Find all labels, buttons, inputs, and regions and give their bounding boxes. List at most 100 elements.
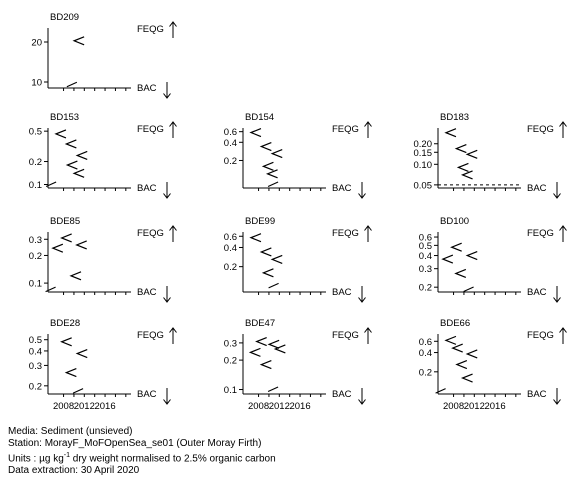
data-point (60, 337, 72, 347)
panel-title: BDE66 (440, 318, 470, 329)
data-point (64, 368, 77, 378)
bac-label: BAC (527, 389, 547, 400)
bac-marker (45, 181, 57, 188)
y-tick-label: 0.6 (224, 127, 237, 138)
y-tick-label: 0.6 (419, 233, 432, 244)
panel-title: BD100 (440, 216, 469, 227)
feqg-label: FEQG (527, 228, 554, 239)
data-point (451, 343, 463, 353)
panel-title: BDE85 (50, 216, 80, 227)
y-tick-label: 0.10 (414, 160, 433, 171)
down-arrow-icon (163, 82, 171, 99)
data-point (75, 150, 88, 161)
panel-title: BDE47 (245, 318, 275, 329)
data-point (273, 344, 286, 354)
up-arrow-icon (364, 225, 372, 242)
feqg-label: FEQG (527, 330, 554, 341)
up-arrow-icon (559, 327, 567, 344)
bac-label: BAC (332, 287, 352, 298)
bac-marker (72, 388, 84, 394)
x-tick-label: 2008 (248, 401, 269, 412)
y-tick-label: 0.6 (419, 337, 432, 348)
units-suffix: dry weight normalised to 2.5% organic ca… (70, 453, 276, 465)
bac-label: BAC (332, 389, 352, 400)
data-point (456, 162, 469, 172)
y-tick-label: 0.2 (419, 367, 432, 378)
bac-marker (463, 286, 474, 293)
down-arrow-icon (553, 286, 561, 303)
x-tick-label: 2016 (289, 401, 310, 412)
data-point (249, 233, 262, 243)
bac-marker (45, 286, 56, 293)
y-tick-label: 0.4 (419, 348, 432, 359)
bac-marker (267, 181, 279, 188)
y-tick-label: 0.4 (29, 346, 42, 357)
chart-panel-bd183: BD183 0.05 0.100.150.20 FEQG BAC (414, 112, 567, 199)
data-point (255, 336, 267, 347)
data-point (444, 335, 457, 345)
data-point (454, 144, 467, 154)
feqg-label: FEQG (137, 124, 164, 135)
down-arrow-icon (163, 182, 171, 199)
feqg-label: FEQG (137, 228, 164, 239)
feqg-label: FEQG (137, 24, 164, 35)
data-point (265, 169, 278, 179)
data-point (75, 240, 87, 250)
chart-panel-bde47: BDE47 0.1 0.2 0.3 2008 2012 2016 FEQG BAC (224, 318, 372, 412)
up-arrow-icon (364, 121, 372, 138)
bac-label: BAC (527, 287, 547, 298)
up-arrow-icon (169, 21, 177, 38)
bac-label: BAC (527, 183, 547, 194)
data-point (259, 360, 272, 370)
panel-title: BD209 (50, 12, 79, 23)
up-arrow-icon (559, 225, 567, 242)
down-arrow-icon (358, 388, 366, 405)
data-point (441, 254, 454, 264)
data-point (465, 149, 478, 159)
x-tick-label: 2016 (484, 401, 505, 412)
data-point (259, 247, 272, 257)
x-tick-label: 2016 (94, 401, 115, 412)
y-tick-label: 0.2 (29, 251, 42, 262)
chart-panel-bd154: BD154 0.2 0.40.6 FEQG BAC (224, 112, 372, 199)
y-tick-label: 10 (31, 78, 42, 89)
y-tick-label: 0.2 (224, 356, 237, 367)
panel-title: BD154 (245, 112, 274, 123)
data-point (454, 268, 467, 279)
x-tick-label: 2008 (53, 401, 74, 412)
chart-panel-bd209: BD209 10 20 FEQG BAC (31, 12, 177, 99)
data-point (75, 348, 88, 359)
data-point (460, 373, 473, 383)
y-tick-label: 0.1 (29, 180, 42, 191)
y-tick-label: 0.2 (29, 381, 42, 392)
data-point (270, 254, 283, 264)
data-point (455, 359, 468, 370)
units-prefix: Units : µg kg (8, 453, 64, 465)
up-arrow-icon (169, 225, 177, 242)
y-tick-label: 0.4 (419, 251, 432, 262)
data-point (460, 170, 473, 180)
bac-marker (268, 282, 279, 289)
data-point (69, 271, 82, 281)
chart-panel-bde99: BDE99 0.2 0.40.6 FEQG BAC (224, 216, 372, 303)
down-arrow-icon (553, 388, 561, 405)
feqg-label: FEQG (332, 124, 359, 135)
panel-title: BDE28 (50, 318, 80, 329)
data-point (444, 128, 457, 138)
footer-station: Station: MorayF_MoFOpenSea_se01 (Outer M… (8, 438, 262, 449)
y-tick-label: 0.5 (29, 127, 42, 138)
y-tick-label: 0.20 (414, 139, 433, 150)
bac-label: BAC (137, 389, 157, 400)
y-tick-label: 0.3 (224, 338, 237, 349)
y-tick-label: 0.3 (29, 361, 42, 372)
bac-marker (267, 386, 279, 393)
up-arrow-icon (169, 327, 177, 344)
down-arrow-icon (553, 182, 561, 199)
footer-notes: Media: Sediment (unsieved) Station: Mora… (8, 426, 276, 477)
bac-label: BAC (137, 183, 157, 194)
down-arrow-icon (163, 286, 171, 303)
y-tick-label: 0.5 (29, 335, 42, 346)
data-point (450, 242, 462, 252)
y-tick-label: 0.3 (29, 235, 42, 246)
